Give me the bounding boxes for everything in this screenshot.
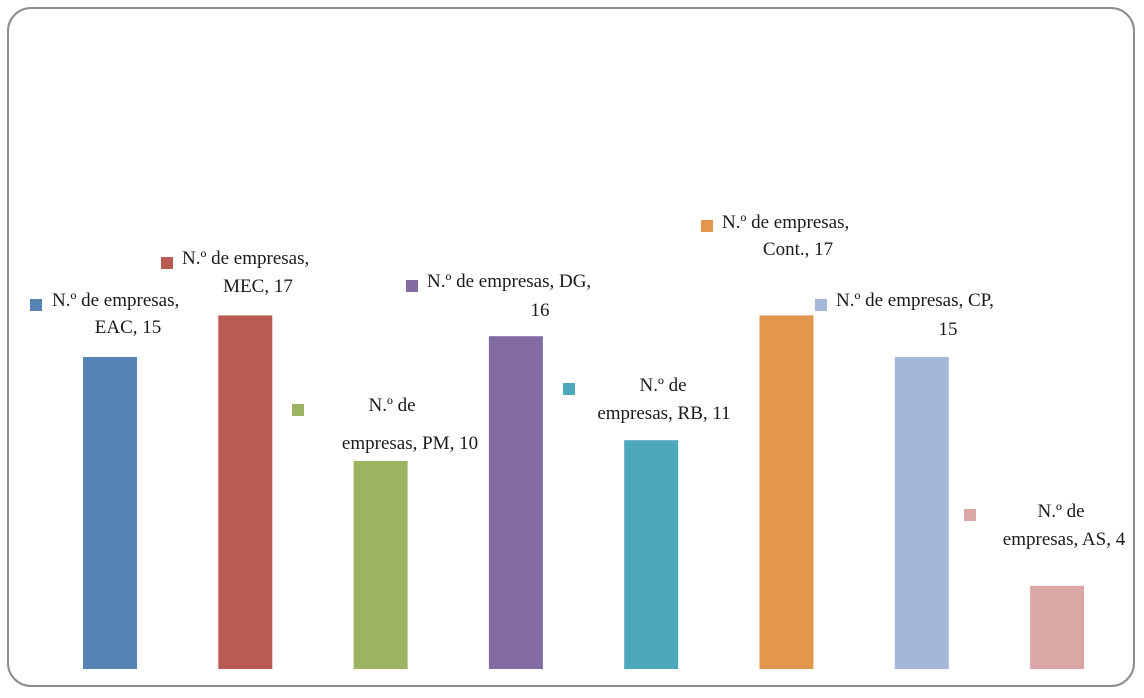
- data-label-eac-line-1: N.º de empresas,: [52, 290, 179, 311]
- data-label-cont-line-2: Cont., 17: [763, 239, 833, 260]
- bar-rb: [624, 440, 679, 669]
- bar-eac: [83, 357, 137, 669]
- data-label-marker-rb: [563, 383, 575, 395]
- data-label-dg-line-2: 16: [531, 300, 550, 321]
- data-label-as-line-1: N.º de: [1037, 501, 1084, 522]
- data-label-marker-pm: [292, 404, 304, 416]
- data-label-as-line-2: empresas, AS, 4: [1003, 529, 1126, 550]
- bar-as: [1030, 585, 1085, 669]
- data-label-dg-line-1: N.º de empresas, DG,: [427, 271, 591, 292]
- data-label-eac-line-2: EAC, 15: [95, 317, 162, 338]
- data-label-marker-mec: [161, 257, 173, 269]
- data-label-rb-line-2: empresas, RB, 11: [597, 403, 730, 424]
- data-label-marker-eac: [30, 299, 42, 311]
- bar-cp: [894, 357, 949, 669]
- bar-cont: [759, 315, 814, 669]
- data-label-cp-line-2: 15: [939, 319, 958, 340]
- data-label-marker-cont: [701, 220, 713, 232]
- data-label-mec-line-1: N.º de empresas,: [182, 248, 309, 269]
- data-label-marker-dg: [406, 280, 418, 292]
- bar-dg: [488, 336, 543, 669]
- bar-mec: [218, 315, 273, 669]
- data-label-pm-line-1: N.º de: [368, 395, 415, 416]
- data-label-cp-line-1: N.º de empresas, CP,: [836, 290, 994, 311]
- data-label-marker-cp: [815, 299, 827, 311]
- bar-pm: [353, 461, 408, 669]
- data-label-rb-line-1: N.º de: [639, 375, 686, 396]
- data-label-marker-as: [964, 509, 976, 521]
- data-label-mec-line-2: MEC, 17: [223, 276, 293, 297]
- data-label-pm-line-2: empresas, PM, 10: [342, 433, 478, 454]
- data-label-cont-line-1: N.º de empresas,: [722, 212, 849, 233]
